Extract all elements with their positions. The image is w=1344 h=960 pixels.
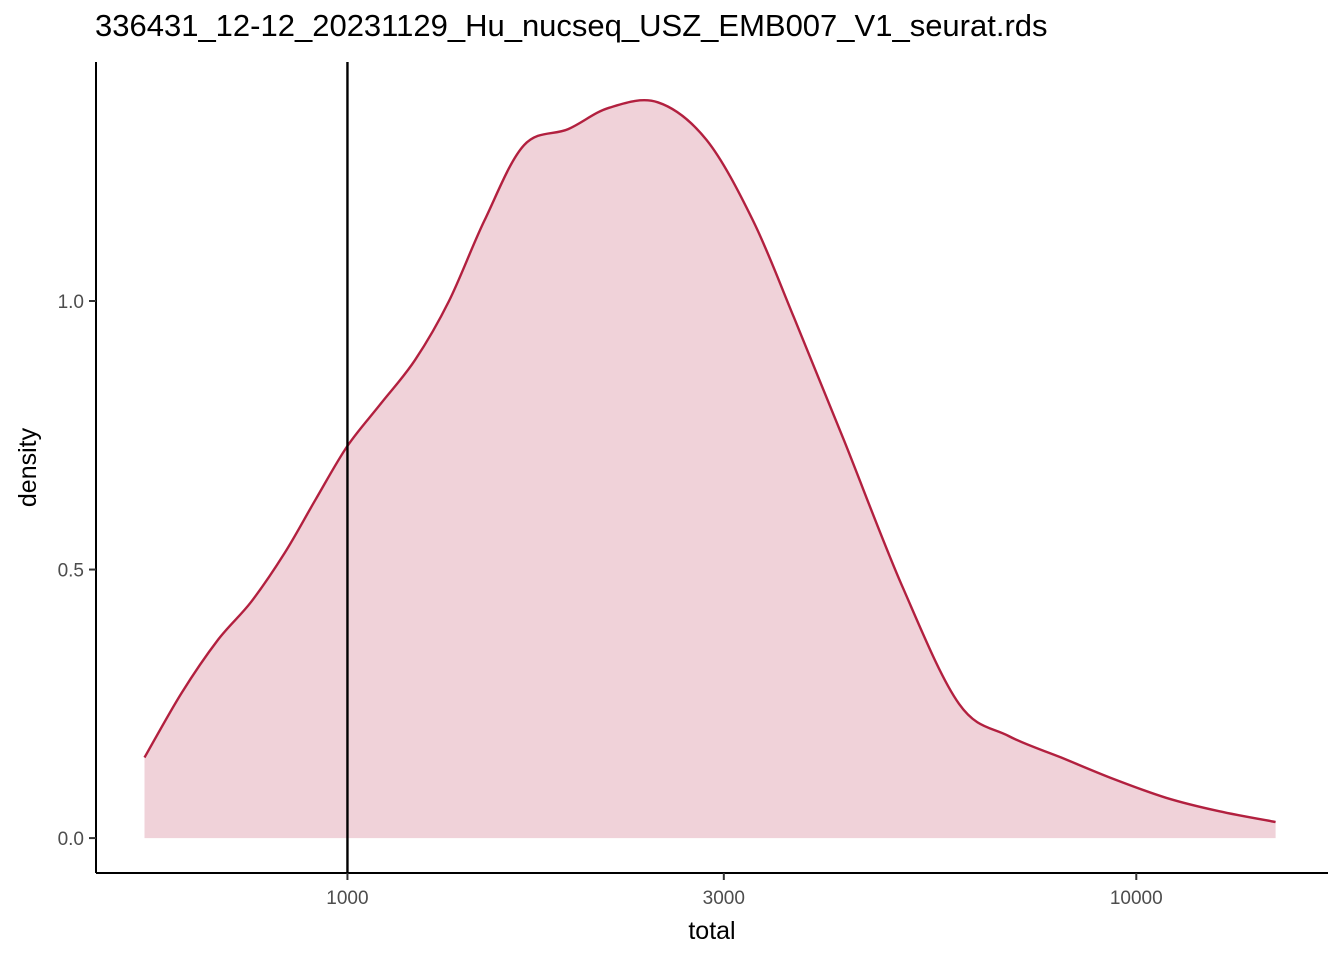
chart-title: 336431_12-12_20231129_Hu_nucseq_USZ_EMB0… — [95, 8, 1048, 43]
y-tick-label: 0.5 — [58, 561, 84, 582]
series-layer — [143, 99, 1276, 839]
x-tick-label: 1000 — [326, 888, 368, 909]
axes-layer: 1000 3000 10000 0.0 0.5 1.0 — [58, 62, 1328, 909]
y-tick-label: 0.0 — [58, 829, 84, 850]
density-area — [144, 100, 1276, 839]
x-tick-label: 10000 — [1110, 888, 1163, 909]
y-axis-title: density — [14, 427, 42, 507]
x-tick-label: 3000 — [703, 888, 745, 909]
density-line — [143, 99, 1276, 824]
x-axis-title: total — [688, 917, 735, 945]
y-tick-label: 1.0 — [58, 292, 84, 313]
